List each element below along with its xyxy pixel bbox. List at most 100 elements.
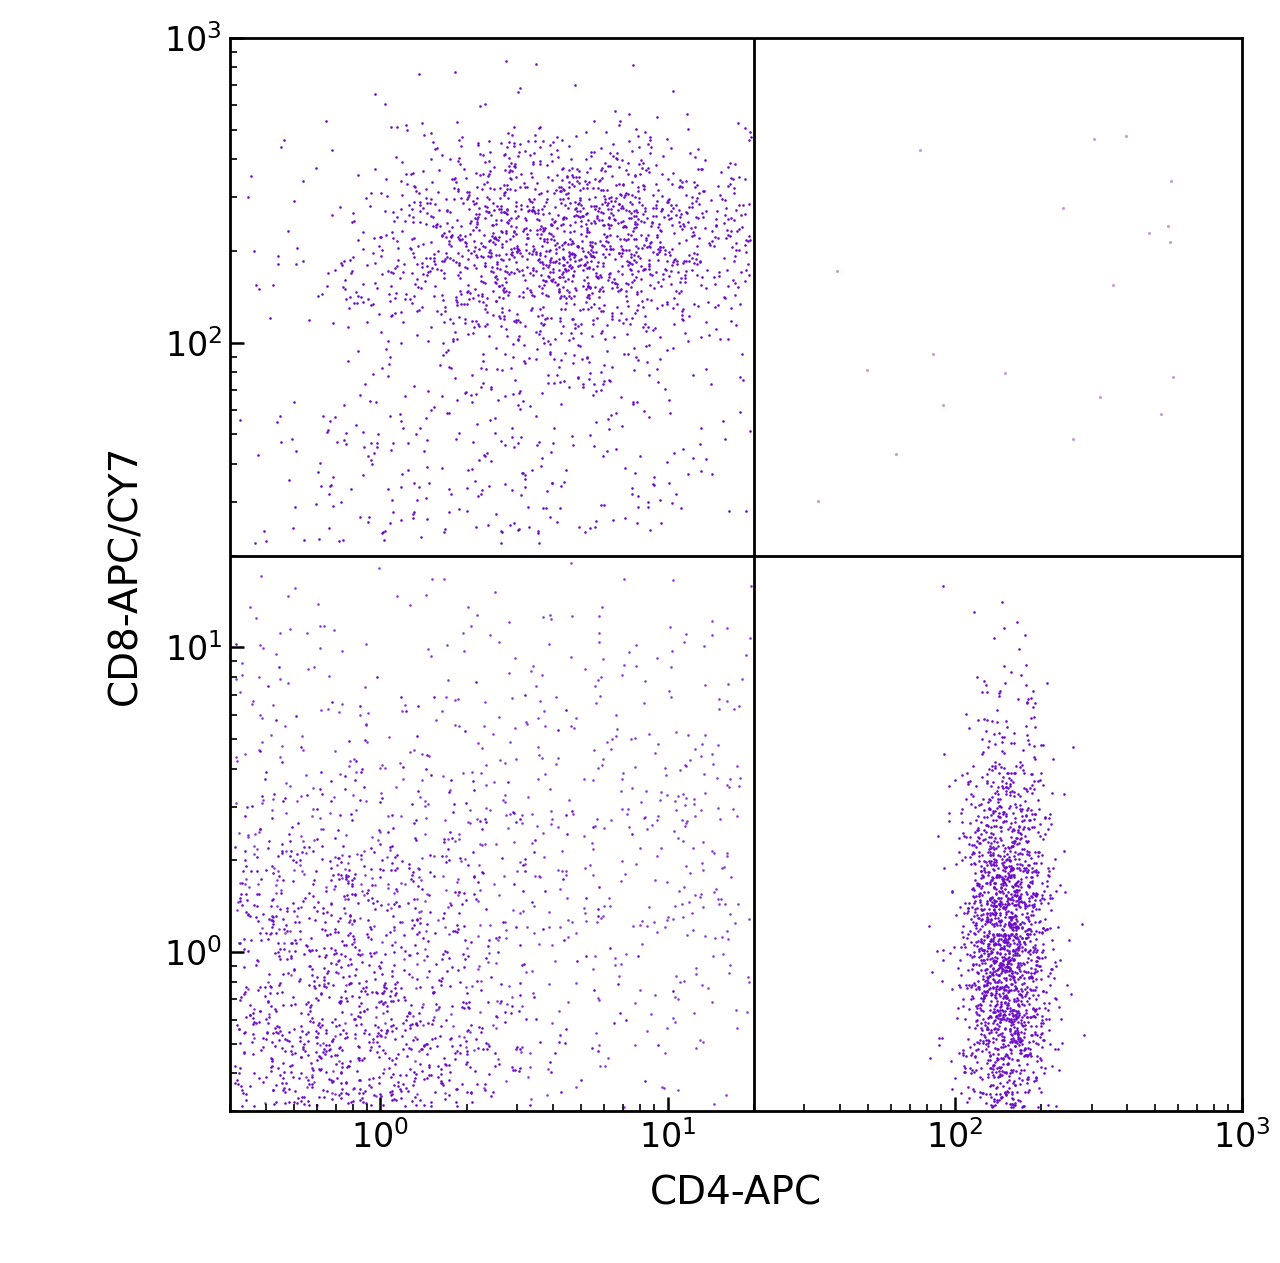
Point: [1016, 779, 1037, 799]
Point: [525, 179, 545, 200]
Point: [682, 193, 703, 213]
Point: [1033, 940, 1053, 960]
Point: [987, 960, 1007, 980]
Point: [558, 991, 579, 1012]
Point: [268, 860, 288, 880]
Point: [417, 265, 438, 285]
Point: [431, 457, 452, 477]
Point: [434, 832, 454, 853]
Point: [296, 1077, 316, 1098]
Point: [467, 133, 488, 153]
Point: [284, 960, 305, 980]
Point: [681, 226, 701, 246]
Point: [604, 273, 625, 293]
Point: [1014, 961, 1034, 981]
Point: [721, 168, 741, 188]
Point: [1020, 980, 1041, 1000]
Point: [1007, 1022, 1028, 1042]
Point: [271, 753, 292, 773]
Point: [977, 911, 997, 931]
Point: [582, 314, 603, 335]
Point: [1009, 888, 1029, 908]
Point: [488, 390, 508, 410]
Point: [252, 1037, 273, 1057]
Point: [1032, 845, 1052, 865]
Point: [991, 925, 1011, 945]
Point: [703, 625, 723, 645]
Point: [960, 921, 980, 941]
Point: [1001, 1032, 1021, 1052]
Point: [690, 746, 710, 767]
Point: [666, 966, 686, 986]
Point: [621, 244, 641, 264]
Point: [955, 1057, 975, 1077]
Point: [676, 250, 696, 270]
Point: [675, 794, 695, 815]
Point: [291, 1047, 311, 1067]
Point: [993, 778, 1014, 798]
Point: [988, 722, 1009, 743]
Point: [545, 251, 566, 272]
Point: [266, 897, 287, 917]
Point: [991, 938, 1011, 959]
Point: [461, 311, 481, 331]
Point: [547, 365, 567, 385]
Point: [1033, 735, 1053, 755]
Point: [988, 1008, 1009, 1028]
Point: [1015, 898, 1036, 918]
Point: [954, 995, 974, 1015]
Point: [297, 1031, 317, 1051]
Point: [1009, 817, 1029, 837]
Point: [344, 770, 365, 791]
Point: [564, 278, 585, 298]
Point: [979, 799, 1000, 820]
Point: [966, 1004, 987, 1024]
Point: [605, 273, 626, 293]
Point: [997, 947, 1018, 967]
Point: [492, 360, 512, 380]
Point: [372, 240, 393, 260]
Point: [440, 235, 461, 255]
Point: [270, 883, 291, 903]
Point: [1015, 860, 1036, 880]
Point: [306, 1027, 326, 1047]
Point: [283, 1067, 303, 1087]
Point: [550, 181, 571, 201]
Point: [1010, 1032, 1030, 1052]
Point: [593, 203, 613, 224]
Point: [335, 903, 356, 923]
Point: [485, 582, 506, 602]
Point: [509, 973, 530, 993]
Point: [997, 1081, 1018, 1101]
Point: [657, 452, 677, 472]
Point: [440, 1028, 461, 1048]
Point: [573, 898, 594, 918]
Point: [998, 1053, 1019, 1074]
Point: [493, 789, 513, 810]
Point: [716, 1085, 736, 1105]
Point: [995, 873, 1015, 893]
Point: [641, 265, 662, 285]
Point: [1015, 805, 1036, 825]
Point: [1032, 1005, 1052, 1026]
Point: [1018, 725, 1038, 745]
Point: [998, 941, 1019, 961]
Point: [972, 983, 992, 1003]
Point: [234, 1043, 255, 1063]
Point: [467, 486, 488, 506]
Point: [984, 952, 1005, 973]
Point: [351, 845, 371, 865]
Point: [260, 995, 280, 1015]
Point: [982, 1022, 1002, 1042]
Point: [608, 173, 628, 193]
Point: [676, 261, 696, 282]
Point: [1006, 918, 1027, 938]
Point: [259, 1004, 279, 1024]
Point: [1025, 890, 1046, 911]
Point: [987, 700, 1007, 720]
Point: [376, 1021, 397, 1041]
Point: [511, 1042, 531, 1062]
Point: [506, 648, 526, 668]
Point: [416, 489, 436, 509]
Point: [547, 239, 567, 259]
